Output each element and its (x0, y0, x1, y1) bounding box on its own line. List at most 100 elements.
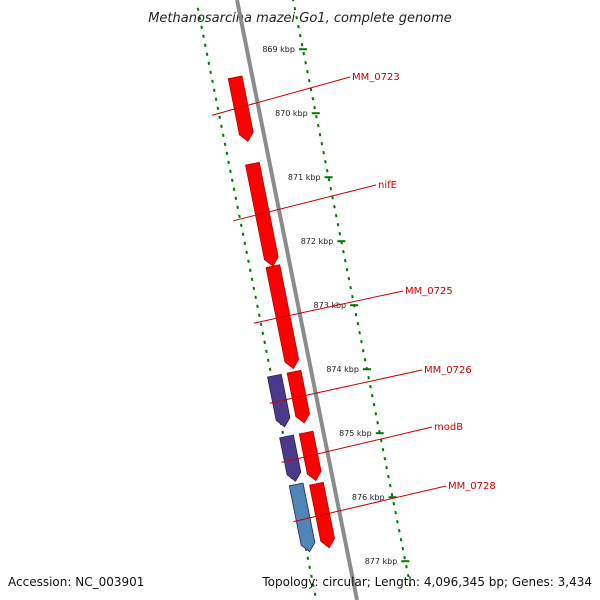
inner-ruler-dot (401, 547, 405, 551)
inner-ruler-dot (392, 502, 396, 506)
inner-ruler-dot (374, 412, 378, 416)
outer-ruler-dot (211, 79, 214, 83)
outer-ruler-dot (207, 61, 211, 65)
inner-ruler-dot (320, 142, 324, 146)
inner-ruler-dot (360, 340, 363, 344)
outer-ruler-dot (227, 160, 230, 164)
inner-ruler-dot (333, 205, 336, 209)
inner-ruler-dot (388, 484, 392, 488)
outer-ruler-dot (221, 133, 225, 137)
outer-ruler-dot (214, 97, 218, 101)
outer-ruler-dot (250, 277, 254, 281)
outer-ruler-dot (216, 106, 220, 110)
outer-ruler-dot (209, 70, 212, 74)
kbp-tick-label: 874 kbp (326, 365, 359, 374)
outer-ruler-dot (265, 349, 268, 353)
inner-ruler-dot (318, 133, 322, 137)
gene-label-mm-0725: MM_0725 (405, 286, 453, 297)
genome-title: Methanosarcina mazei Go1, complete genom… (148, 11, 452, 26)
outer-ruler-dot (220, 124, 223, 128)
inner-ruler-dot (336, 223, 340, 227)
kbp-tick-label: 875 kbp (339, 429, 372, 438)
inner-ruler-dot (329, 187, 333, 191)
gene-label-mm-0728: MM_0728 (448, 481, 496, 492)
outer-ruler-dot (268, 367, 272, 371)
inner-ruler-dot (381, 448, 385, 452)
inner-ruler-dot (342, 250, 345, 254)
outer-ruler-dot (241, 232, 245, 236)
inner-ruler-dot (327, 178, 331, 182)
inner-ruler-dot (324, 160, 327, 164)
inner-ruler-dot (399, 538, 403, 542)
outer-ruler-dot (248, 268, 252, 272)
inner-ruler-dot (385, 466, 388, 470)
kbp-tick-label: 877 kbp (365, 557, 398, 566)
kbp-tick-label: 876 kbp (352, 493, 385, 502)
kbp-tick-label: 872 kbp (301, 237, 334, 246)
inner-ruler-dot (297, 25, 300, 29)
outer-ruler-dot (252, 286, 256, 290)
inner-ruler-dot (406, 574, 410, 578)
outer-ruler-dot (310, 574, 313, 578)
inner-ruler-dot (298, 34, 302, 38)
outer-ruler-dot (257, 313, 261, 317)
outer-ruler-dot (230, 178, 234, 182)
inner-ruler-dot (390, 493, 394, 497)
outer-ruler-dot (266, 358, 270, 362)
inner-ruler-dot (292, 0, 295, 2)
inner-ruler-dot (408, 583, 412, 587)
gene-label-nife: nifE (378, 180, 397, 191)
inner-ruler-dot (405, 565, 408, 569)
outer-ruler-dot (261, 331, 265, 335)
inner-ruler-dot (313, 106, 316, 110)
gene-label-connector (269, 369, 423, 404)
extra-feature-3 (288, 482, 316, 553)
outer-ruler-dot (247, 259, 250, 263)
inner-ruler-dot (306, 70, 309, 74)
backbone-layer (235, 0, 359, 600)
outer-ruler-dot (196, 7, 200, 11)
inner-ruler-dot (338, 232, 342, 236)
gene-label-layer: MM_0723 nifE MM_0725 MM_0726 modB MM_0728 (211, 72, 496, 523)
outer-ruler-dot (236, 205, 239, 209)
gene-label-connector (233, 184, 377, 222)
gene-label-connector (281, 426, 433, 463)
outer-ruler-dot (200, 25, 203, 29)
inner-ruler-dot (304, 61, 307, 65)
inner-ruler-dot (363, 358, 367, 362)
inner-ruler-dot (383, 457, 387, 461)
inner-ruler-dot (334, 214, 338, 218)
outer-ruler-dot (243, 241, 247, 245)
inner-ruler-dot (351, 295, 354, 299)
outer-ruler-dot (238, 214, 241, 218)
inner-ruler-dot (322, 151, 325, 155)
outer-ruler-dot (202, 34, 205, 38)
kbp-tick-label: 870 kbp (275, 109, 308, 118)
outer-ruler-dot (225, 151, 229, 155)
outer-ruler-dot (198, 16, 202, 20)
outer-ruler-dot (203, 43, 207, 47)
outer-ruler-dot (239, 223, 243, 227)
outer-ruler-dot (256, 304, 259, 308)
inner-ruler-dot (300, 43, 304, 47)
gene-label-connector (211, 76, 351, 116)
accession-text: Accession: NC_003901 (8, 575, 145, 589)
inner-ruler-dot (397, 529, 401, 533)
outer-ruler-dot (313, 592, 317, 596)
gene-feature-mm-0723 (227, 75, 254, 142)
inner-ruler-dot (311, 97, 315, 101)
inner-ruler-dot (396, 520, 399, 524)
outer-ruler-dot (259, 322, 263, 326)
outer-ruler-dot (229, 169, 232, 173)
outer-ruler-dot (245, 250, 248, 254)
outer-ruler-dot (223, 142, 227, 146)
inner-ruler-dot (293, 7, 297, 11)
outer-ruler-dot (212, 88, 216, 92)
gene-label-mm-0726: MM_0726 (424, 365, 472, 376)
kbp-tick-label: 871 kbp (288, 173, 321, 182)
outer-ruler-dot (311, 583, 315, 587)
inner-ruler-dot (325, 169, 329, 173)
kbp-tick-label: 873 kbp (314, 301, 347, 310)
extra-feature-1 (267, 373, 291, 428)
feature-layer (227, 75, 335, 553)
